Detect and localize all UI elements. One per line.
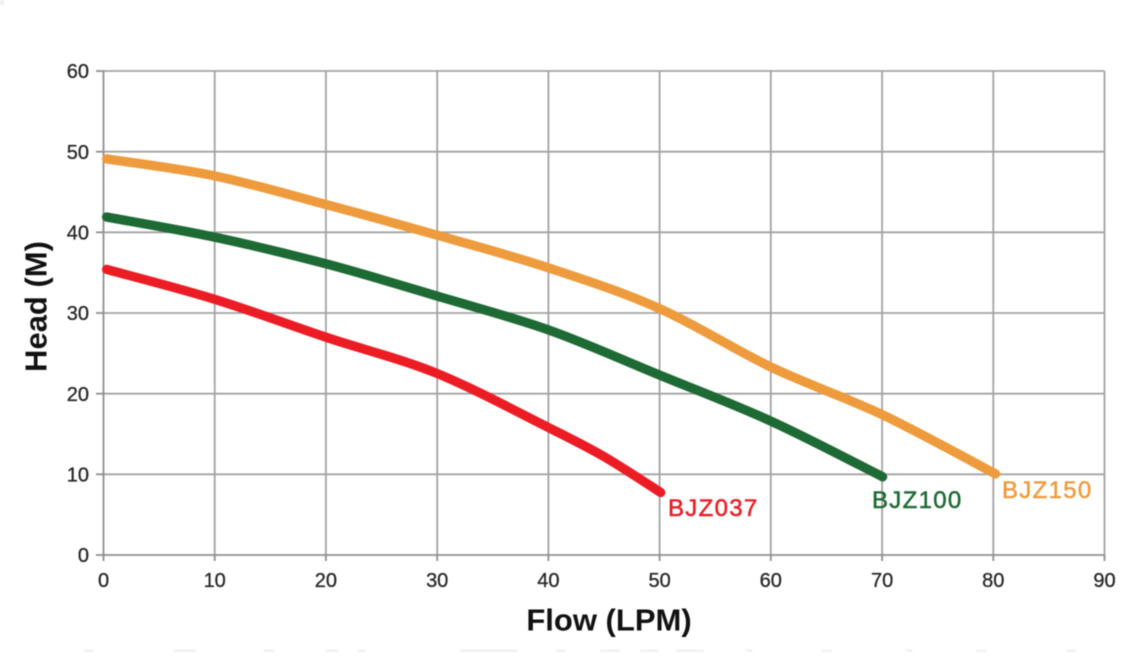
svg-text:50: 50	[648, 570, 670, 592]
svg-text:50: 50	[67, 142, 89, 164]
svg-text:20: 20	[67, 384, 89, 406]
svg-text:Head (M): Head (M)	[19, 241, 54, 372]
svg-text:BJZ100: BJZ100	[872, 487, 963, 514]
svg-text:BJZ150: BJZ150	[1002, 477, 1093, 504]
svg-text:BJZ037: BJZ037	[668, 495, 759, 522]
svg-text:40: 40	[537, 570, 559, 592]
svg-text:30: 30	[426, 570, 448, 592]
svg-text:60: 60	[760, 570, 782, 592]
svg-text:90: 90	[1093, 570, 1115, 592]
svg-text:60: 60	[67, 61, 89, 83]
svg-text:80: 80	[982, 570, 1004, 592]
svg-text:0: 0	[78, 545, 89, 567]
svg-text:10: 10	[204, 570, 226, 592]
svg-text:30: 30	[67, 303, 89, 325]
svg-text:70: 70	[871, 570, 893, 592]
svg-text:0: 0	[98, 570, 109, 592]
svg-text:Flow (LPM): Flow (LPM)	[526, 603, 691, 638]
svg-text:20: 20	[315, 570, 337, 592]
svg-text:40: 40	[67, 222, 89, 244]
svg-text:10: 10	[67, 464, 89, 486]
